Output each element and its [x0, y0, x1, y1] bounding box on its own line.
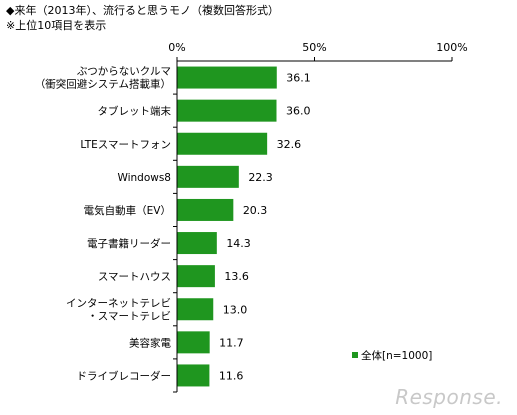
category-label: （衝突回避システム搭載車）: [35, 78, 171, 91]
value-label: 22.3: [248, 171, 273, 184]
legend-swatch: [352, 352, 358, 358]
category-label: インターネットテレビ: [66, 297, 171, 309]
category-label: LTEスマートフォン: [80, 139, 171, 151]
value-label: 36.0: [286, 105, 311, 118]
value-label: 14.3: [226, 237, 251, 250]
value-label: 32.6: [277, 138, 302, 151]
value-label: 36.1: [286, 72, 311, 85]
value-label: 20.3: [243, 204, 268, 217]
bar: [177, 331, 210, 354]
bar: [177, 132, 268, 155]
bar: [177, 99, 277, 122]
value-label: 11.7: [219, 336, 244, 349]
bar: [177, 165, 239, 188]
category-label: Windows8: [117, 172, 171, 184]
category-label: スマートハウス: [98, 271, 171, 283]
bar: [177, 298, 214, 321]
value-label: 13.0: [223, 303, 248, 316]
legend-label: 全体[n=1000]: [361, 349, 432, 362]
bar: [177, 265, 215, 288]
category-label: ドライブレコーダー: [77, 369, 172, 382]
bar: [177, 232, 217, 255]
category-label: 美容家電: [129, 336, 171, 349]
bar: [177, 364, 210, 387]
category-label: 電気自動車（EV）: [84, 204, 171, 217]
x-tick-label: 100%: [436, 41, 467, 54]
category-label: ・スマートテレビ: [87, 310, 171, 322]
value-label: 11.6: [219, 369, 244, 382]
response-watermark: Response.: [395, 385, 503, 409]
value-label: 13.6: [224, 270, 249, 283]
category-label: 電子書籍リーダー: [87, 237, 171, 250]
chart-subtitle: ※上位10項目を表示: [6, 19, 107, 32]
bar: [177, 198, 234, 221]
x-tick-label: 0%: [168, 41, 185, 54]
category-label: タブレット端末: [98, 105, 172, 118]
chart-title: ◆来年（2013年）、流行ると思うモノ（複数回答形式）: [6, 4, 279, 17]
x-tick-label: 50%: [302, 41, 326, 54]
bar: [177, 66, 277, 89]
category-label: ぶつからないクルマ: [77, 66, 171, 78]
